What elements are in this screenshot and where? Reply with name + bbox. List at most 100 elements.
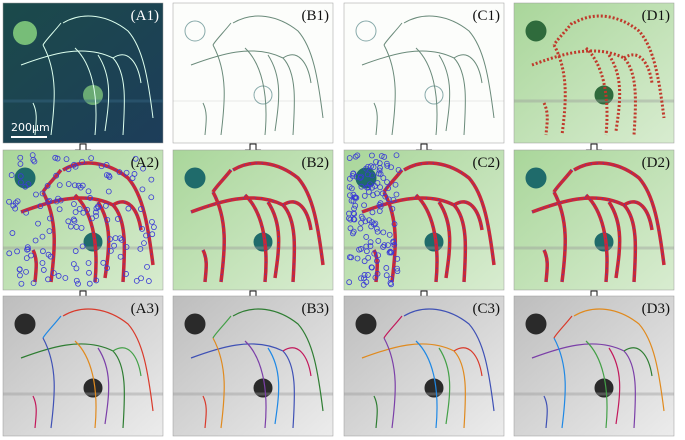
detection xyxy=(381,242,388,249)
detection xyxy=(17,160,24,167)
detection xyxy=(148,176,155,183)
vessel xyxy=(607,54,622,132)
detection xyxy=(377,171,384,177)
detection xyxy=(12,205,19,212)
detection xyxy=(362,218,369,225)
detection xyxy=(350,230,356,237)
detection xyxy=(133,277,140,284)
detection xyxy=(361,193,368,199)
detection xyxy=(366,217,373,224)
detection xyxy=(380,229,387,236)
vessel xyxy=(212,315,232,339)
detection xyxy=(388,249,395,256)
detection xyxy=(376,167,383,174)
vessel xyxy=(573,14,666,119)
blob xyxy=(525,313,547,335)
detection xyxy=(364,272,371,278)
detection xyxy=(87,195,93,201)
detection xyxy=(350,216,357,223)
detection xyxy=(39,260,46,266)
panel-label: (A3) xyxy=(131,301,159,317)
vessel xyxy=(403,15,495,119)
detection xyxy=(373,158,379,165)
vessel xyxy=(42,337,55,429)
vessel xyxy=(403,308,495,412)
detection xyxy=(40,267,47,273)
vessel-points xyxy=(585,194,608,283)
vessel xyxy=(403,161,496,266)
blob xyxy=(14,167,36,189)
detection xyxy=(132,155,139,162)
vessel xyxy=(553,337,566,429)
detection xyxy=(25,181,32,188)
vessel xyxy=(42,22,62,46)
detection xyxy=(374,190,380,197)
detection xyxy=(373,225,380,232)
detection xyxy=(45,251,52,258)
panel: (B2) xyxy=(172,149,334,291)
detection xyxy=(352,194,359,201)
detection xyxy=(117,235,124,242)
detection xyxy=(379,190,386,197)
detection xyxy=(6,198,12,205)
panel: (A3) xyxy=(2,295,164,437)
detection xyxy=(123,244,130,250)
detection xyxy=(104,216,111,223)
vessel xyxy=(212,44,225,136)
detection xyxy=(383,160,390,167)
detection xyxy=(145,278,152,284)
vessel xyxy=(97,54,110,132)
detection xyxy=(106,174,113,180)
panel-label: (D3) xyxy=(642,301,670,317)
detection xyxy=(357,174,364,181)
detection xyxy=(29,152,36,159)
detection xyxy=(107,247,114,254)
detection xyxy=(17,173,24,180)
vessel xyxy=(74,340,97,429)
detection xyxy=(73,265,80,272)
detection xyxy=(369,152,375,159)
detection xyxy=(363,165,369,172)
detection xyxy=(346,210,352,217)
detection xyxy=(31,158,38,165)
detection xyxy=(45,276,51,283)
detection xyxy=(95,204,102,211)
detection xyxy=(35,220,41,227)
detection xyxy=(352,153,359,160)
vessel xyxy=(543,395,548,429)
vessel xyxy=(438,54,451,132)
detection xyxy=(71,201,77,207)
detection xyxy=(348,185,355,192)
vessel xyxy=(212,22,232,46)
detection xyxy=(377,203,384,210)
blob xyxy=(184,20,206,42)
panel: (C3) xyxy=(343,295,505,437)
detection xyxy=(390,196,397,203)
detection xyxy=(380,244,386,250)
blob xyxy=(184,313,206,335)
blob xyxy=(525,20,547,42)
detection xyxy=(149,231,156,238)
detection xyxy=(368,163,374,170)
detection xyxy=(37,203,44,210)
detection xyxy=(65,218,72,225)
panel-image xyxy=(172,2,334,144)
detection xyxy=(369,264,375,271)
detection xyxy=(24,244,31,251)
detection xyxy=(55,273,62,279)
detection xyxy=(40,248,46,255)
panel: (B3) xyxy=(172,295,334,437)
detection xyxy=(85,260,92,266)
vessel xyxy=(382,168,404,193)
vessel xyxy=(267,347,280,425)
detection xyxy=(123,169,130,176)
detection xyxy=(358,183,365,190)
detection xyxy=(374,228,381,235)
detection xyxy=(125,205,132,212)
detection xyxy=(377,200,384,207)
panel-label: (C3) xyxy=(473,301,501,317)
detection xyxy=(384,179,390,186)
panel: (C1) xyxy=(343,2,505,144)
detection xyxy=(50,270,57,276)
vessel xyxy=(437,201,452,279)
